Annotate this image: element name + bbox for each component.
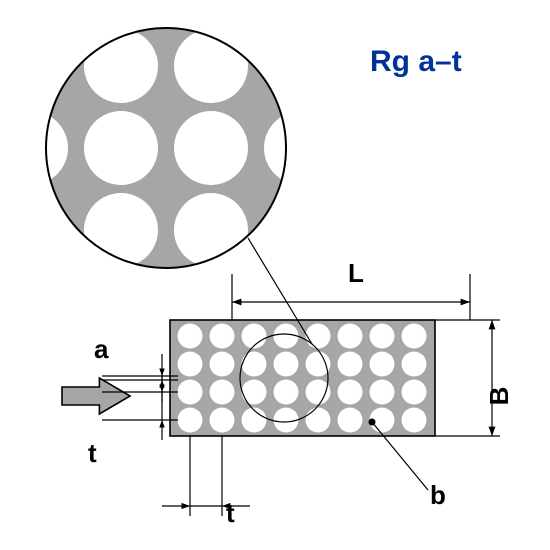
plate-hole bbox=[178, 408, 203, 433]
plate-hole bbox=[178, 380, 203, 405]
plate-hole bbox=[370, 352, 395, 377]
svg-text:a: a bbox=[94, 334, 109, 364]
plate-hole bbox=[338, 352, 363, 377]
plate-hole bbox=[274, 352, 299, 377]
plate-hole bbox=[402, 408, 427, 433]
plate-hole bbox=[242, 352, 267, 377]
plate-hole bbox=[274, 408, 299, 433]
plate-hole bbox=[178, 324, 203, 349]
plate-hole bbox=[210, 380, 235, 405]
plate-hole bbox=[402, 352, 427, 377]
magnifier-content bbox=[0, 23, 428, 273]
plate-hole bbox=[370, 324, 395, 349]
direction-arrow bbox=[62, 378, 130, 414]
plate-hole bbox=[242, 324, 267, 349]
plate-hole bbox=[274, 324, 299, 349]
plate-hole bbox=[210, 352, 235, 377]
svg-text:L: L bbox=[348, 258, 364, 288]
plate-hole bbox=[306, 352, 331, 377]
plate-hole bbox=[306, 408, 331, 433]
plate-hole bbox=[242, 408, 267, 433]
plate-hole bbox=[274, 380, 299, 405]
plate-hole bbox=[402, 324, 427, 349]
svg-text:b: b bbox=[430, 480, 446, 510]
svg-text:t: t bbox=[88, 438, 97, 468]
plate-hole bbox=[402, 380, 427, 405]
plate-hole bbox=[178, 352, 203, 377]
svg-text:B: B bbox=[484, 387, 514, 406]
diagram-title: Rg a–t bbox=[370, 45, 462, 79]
plate-hole bbox=[210, 408, 235, 433]
plate-hole bbox=[338, 408, 363, 433]
plate-hole bbox=[242, 380, 267, 405]
plate-hole bbox=[370, 380, 395, 405]
diagram-canvas: L Bt a t b bbox=[0, 0, 550, 550]
plate-hole bbox=[210, 324, 235, 349]
plate-hole bbox=[306, 324, 331, 349]
plate-hole bbox=[338, 324, 363, 349]
plate-hole bbox=[306, 380, 331, 405]
plate-hole bbox=[338, 380, 363, 405]
svg-text:t: t bbox=[226, 498, 235, 528]
